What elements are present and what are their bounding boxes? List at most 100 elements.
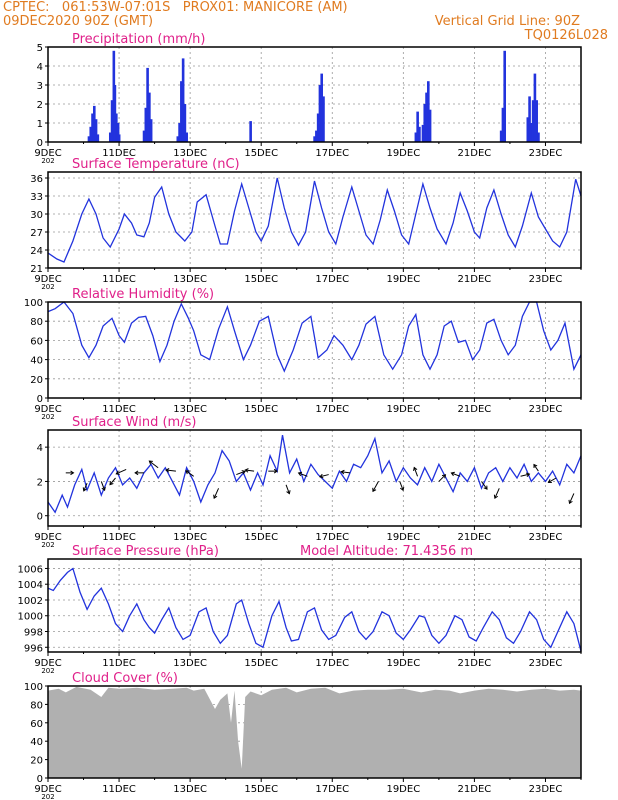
y-tick-label: 4 bbox=[37, 62, 43, 73]
wind-arrow-head bbox=[568, 499, 573, 505]
x-tick-label: 11DEC bbox=[102, 148, 136, 159]
x-tick-year: 202 bbox=[41, 541, 54, 549]
precip-bar bbox=[425, 92, 428, 142]
panel-frame bbox=[47, 301, 582, 399]
precip-bar bbox=[313, 136, 316, 142]
x-tick-year: 202 bbox=[41, 793, 54, 800]
x-tick-year: 202 bbox=[41, 667, 54, 675]
header-grid-note: Vertical Grid Line: 90Z bbox=[434, 14, 580, 29]
precip-bar bbox=[249, 121, 252, 142]
y-tick-label: 100 bbox=[24, 298, 43, 309]
precip-bar bbox=[320, 73, 324, 142]
wind-arrow-head bbox=[82, 487, 87, 492]
wind-arrow-head bbox=[244, 468, 249, 473]
y-tick-label: 1002 bbox=[18, 596, 43, 607]
x-tick-label: 23DEC bbox=[529, 274, 563, 285]
x-tick-label: 9DEC bbox=[34, 532, 61, 543]
x-tick-label: 15DEC bbox=[244, 404, 278, 415]
x-tick-year: 202 bbox=[41, 283, 54, 291]
x-tick-label: 15DEC bbox=[244, 658, 278, 669]
panel-title: Cloud Cover (%) bbox=[72, 671, 178, 686]
wind-arrow bbox=[109, 477, 116, 485]
wind-arrow-head bbox=[493, 494, 499, 500]
wind-arrow bbox=[245, 469, 255, 472]
panel-frame bbox=[47, 558, 582, 653]
x-tick-year: 202 bbox=[41, 157, 54, 165]
x-tick-label: 13DEC bbox=[173, 532, 207, 543]
wind-arrow-head bbox=[273, 468, 279, 474]
precip-bar bbox=[92, 105, 96, 142]
panel-3: 0 2 4 9DEC 11DEC 13DEC 15DEC 17DEC 19DEC 21DEC 23D… bbox=[34, 415, 582, 549]
wind-arrow bbox=[165, 469, 176, 472]
precip-bar bbox=[113, 85, 117, 142]
y-tick-label: 40 bbox=[30, 737, 43, 748]
x-tick-label: 11DEC bbox=[102, 274, 136, 285]
panel-annotation: Model Altitude: 71.4356 m bbox=[300, 544, 473, 559]
x-tick-label: 19DEC bbox=[386, 532, 420, 543]
header-run-id: TQ0126L028 bbox=[524, 28, 608, 43]
wind-arrow-head bbox=[213, 494, 218, 500]
x-tick-label: 21DEC bbox=[458, 532, 492, 543]
wind-arrow bbox=[185, 470, 194, 477]
x-tick-label: 23DEC bbox=[529, 784, 563, 795]
x-tick-label: 21DEC bbox=[458, 148, 492, 159]
precip-bar bbox=[528, 96, 531, 142]
wind-arrow bbox=[100, 481, 106, 491]
panel-frame bbox=[47, 46, 582, 143]
panel-title: Surface Wind (m/s) bbox=[72, 415, 196, 430]
precip-bar bbox=[533, 73, 537, 142]
wind-arrow bbox=[341, 471, 351, 474]
y-tick-label: 3 bbox=[37, 81, 43, 92]
y-tick-label: 1004 bbox=[18, 580, 43, 591]
y-tick-label: 24 bbox=[30, 246, 43, 257]
x-tick-label: 19DEC bbox=[386, 274, 420, 285]
x-tick-label: 17DEC bbox=[315, 148, 349, 159]
y-tick-label: 996 bbox=[24, 643, 43, 654]
x-tick-label: 17DEC bbox=[315, 784, 349, 795]
x-tick-label: 11DEC bbox=[102, 532, 136, 543]
wind-arrow bbox=[494, 488, 500, 499]
panel-title: Surface Temperature (nC) bbox=[72, 157, 240, 172]
y-tick-label: 27 bbox=[30, 228, 43, 239]
precip-bar bbox=[318, 85, 322, 142]
panel-title: Surface Pressure (hPa) bbox=[72, 544, 219, 559]
series-line bbox=[47, 177, 582, 263]
x-tick-label: 19DEC bbox=[386, 658, 420, 669]
wind-arrow-head bbox=[319, 473, 324, 479]
precip-bar bbox=[531, 100, 535, 142]
y-tick-label: 4 bbox=[37, 443, 43, 454]
y-tick-label: 40 bbox=[30, 356, 43, 367]
precip-bar bbox=[110, 100, 114, 142]
x-tick-label: 9DEC bbox=[34, 148, 61, 159]
wind-arrow bbox=[569, 493, 575, 504]
precip-bar bbox=[316, 113, 320, 142]
precip-bar bbox=[144, 107, 148, 142]
y-tick-label: 20 bbox=[30, 375, 43, 386]
wind-arrow-head bbox=[241, 470, 247, 475]
wind-arrow bbox=[372, 481, 379, 492]
x-tick-label: 23DEC bbox=[529, 404, 563, 415]
precip-bar bbox=[87, 136, 91, 142]
y-tick-label: 36 bbox=[30, 174, 43, 185]
wind-arrow bbox=[520, 473, 530, 477]
x-tick-label: 11DEC bbox=[102, 658, 136, 669]
wind-arrow bbox=[236, 470, 246, 476]
wind-arrow-head bbox=[297, 471, 303, 477]
x-tick-label: 13DEC bbox=[173, 404, 207, 415]
panel-1: 21 24 27 30 33 36 9DEC 11DEC 13DEC 15DEC 17DEC 19DE… bbox=[30, 157, 582, 291]
x-tick-label: 9DEC bbox=[34, 784, 61, 795]
y-tick-label: 30 bbox=[30, 210, 43, 221]
precip-bar bbox=[117, 134, 121, 142]
y-tick-label: 0 bbox=[37, 512, 43, 523]
wind-arrow bbox=[548, 477, 557, 483]
precip-bar bbox=[183, 104, 187, 142]
x-tick-label: 21DEC bbox=[458, 274, 492, 285]
panel-frame bbox=[47, 429, 582, 527]
wind-arrow-head bbox=[185, 470, 190, 475]
x-tick-label: 17DEC bbox=[315, 658, 349, 669]
wind-arrow-head bbox=[547, 479, 552, 484]
y-tick-label: 998 bbox=[24, 628, 43, 639]
wind-arrow-head bbox=[399, 486, 405, 492]
x-tick-label: 23DEC bbox=[529, 532, 563, 543]
